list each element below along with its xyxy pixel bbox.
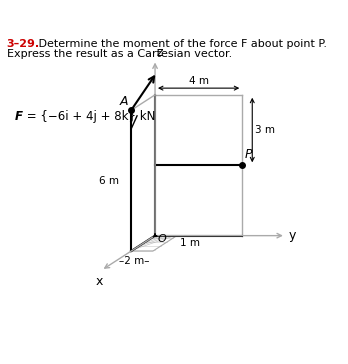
Text: 1 m: 1 m — [180, 238, 200, 248]
Text: F: F — [15, 110, 23, 123]
Text: 3–29.: 3–29. — [7, 39, 40, 49]
Text: = {−6i + 4j + 8k} kN: = {−6i + 4j + 8k} kN — [23, 110, 155, 123]
Text: Express the result as a Cartesian vector.: Express the result as a Cartesian vector… — [7, 49, 232, 59]
Text: Determine the moment of the force F about point P.: Determine the moment of the force F abou… — [29, 39, 327, 49]
Text: 6 m: 6 m — [99, 176, 119, 186]
Text: A: A — [120, 95, 128, 108]
Text: P: P — [245, 148, 252, 161]
Text: 4 m: 4 m — [189, 76, 208, 86]
Text: –2 m–: –2 m– — [119, 256, 150, 266]
Text: x: x — [96, 275, 103, 288]
Text: O: O — [158, 234, 166, 244]
Text: z: z — [157, 46, 163, 59]
Text: 3 m: 3 m — [255, 125, 275, 135]
Text: y: y — [288, 229, 296, 242]
